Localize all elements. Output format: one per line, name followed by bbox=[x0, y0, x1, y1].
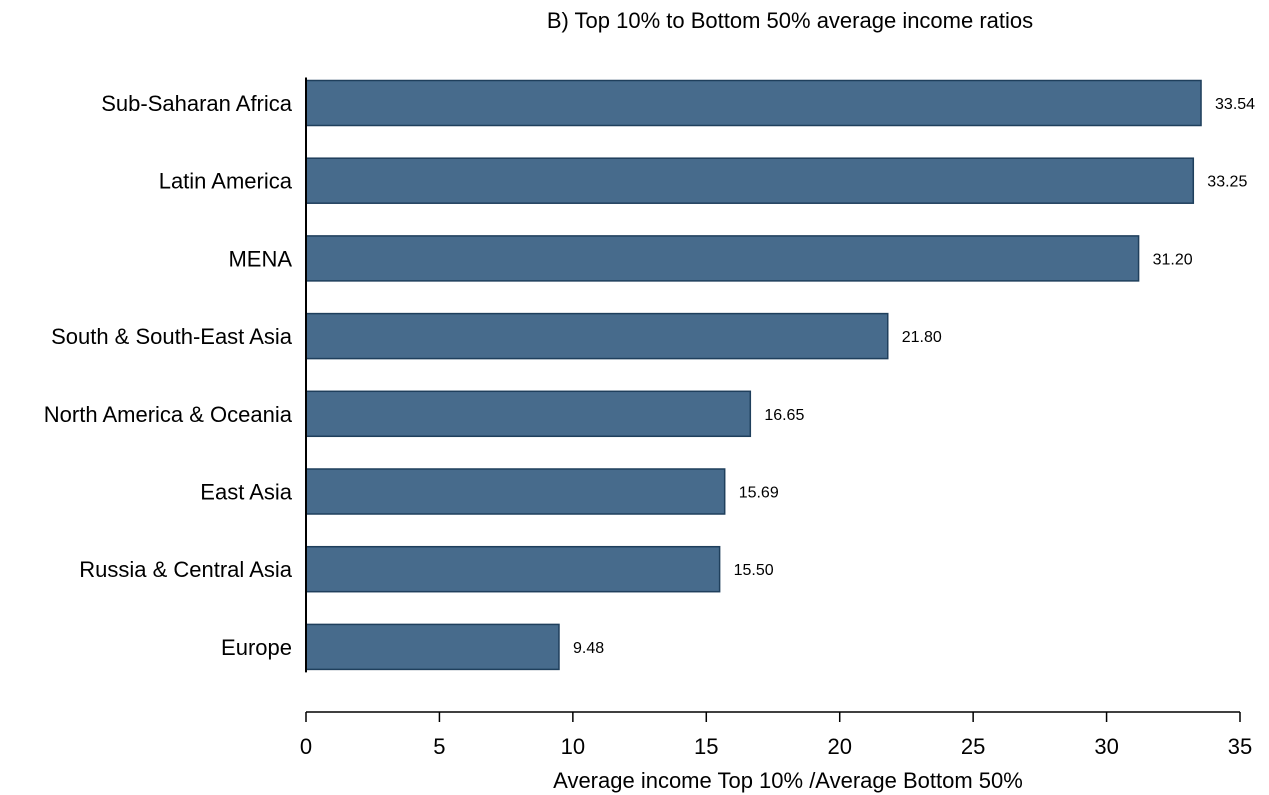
category-label: Latin America bbox=[159, 169, 293, 194]
x-ticks: 0 5 10 15 20 25 30 35 bbox=[300, 712, 1252, 759]
x-tick-label: 30 bbox=[1094, 734, 1118, 759]
bar bbox=[305, 79, 1202, 127]
data-label: 31.20 bbox=[1153, 251, 1193, 268]
data-label: 15.69 bbox=[739, 485, 779, 502]
x-tick-label: 20 bbox=[827, 734, 851, 759]
data-label: 21.80 bbox=[902, 329, 942, 346]
chart-title: B) Top 10% to Bottom 50% average income … bbox=[547, 8, 1033, 33]
x-tick-label: 15 bbox=[694, 734, 718, 759]
category-labels: Sub-Saharan Africa Latin America MENA South… bbox=[44, 91, 293, 660]
category-label: East Asia bbox=[200, 480, 292, 505]
bar bbox=[305, 312, 889, 360]
x-tick-label: 35 bbox=[1228, 734, 1252, 759]
bar bbox=[305, 623, 560, 671]
data-label: 15.50 bbox=[734, 562, 774, 579]
x-tick-label: 25 bbox=[961, 734, 985, 759]
data-label: 9.48 bbox=[573, 640, 604, 657]
category-label: Russia & Central Asia bbox=[79, 557, 293, 582]
category-label: MENA bbox=[228, 246, 292, 271]
category-label: Sub-Saharan Africa bbox=[101, 91, 293, 116]
x-tick-label: 5 bbox=[433, 734, 445, 759]
bar bbox=[305, 468, 726, 515]
data-label: 16.65 bbox=[764, 407, 804, 424]
bar bbox=[305, 157, 1195, 204]
x-axis-label: Average income Top 10% /Average Bottom 5… bbox=[553, 768, 1023, 793]
bar bbox=[305, 545, 721, 593]
category-label: South & South-East Asia bbox=[51, 324, 293, 349]
bar bbox=[305, 235, 1140, 282]
bar bbox=[305, 390, 752, 438]
value-labels: 33.54 33.25 31.20 21.80 16.65 15.69 15.50 9.48 bbox=[573, 96, 1255, 657]
x-tick-label: 0 bbox=[300, 734, 312, 759]
bars-layer bbox=[305, 79, 1202, 671]
data-label: 33.54 bbox=[1215, 96, 1255, 113]
category-label: Europe bbox=[221, 635, 292, 660]
data-label: 33.25 bbox=[1207, 174, 1247, 191]
category-label: North America & Oceania bbox=[44, 402, 293, 427]
x-tick-label: 10 bbox=[561, 734, 585, 759]
axes bbox=[305, 77, 1240, 713]
